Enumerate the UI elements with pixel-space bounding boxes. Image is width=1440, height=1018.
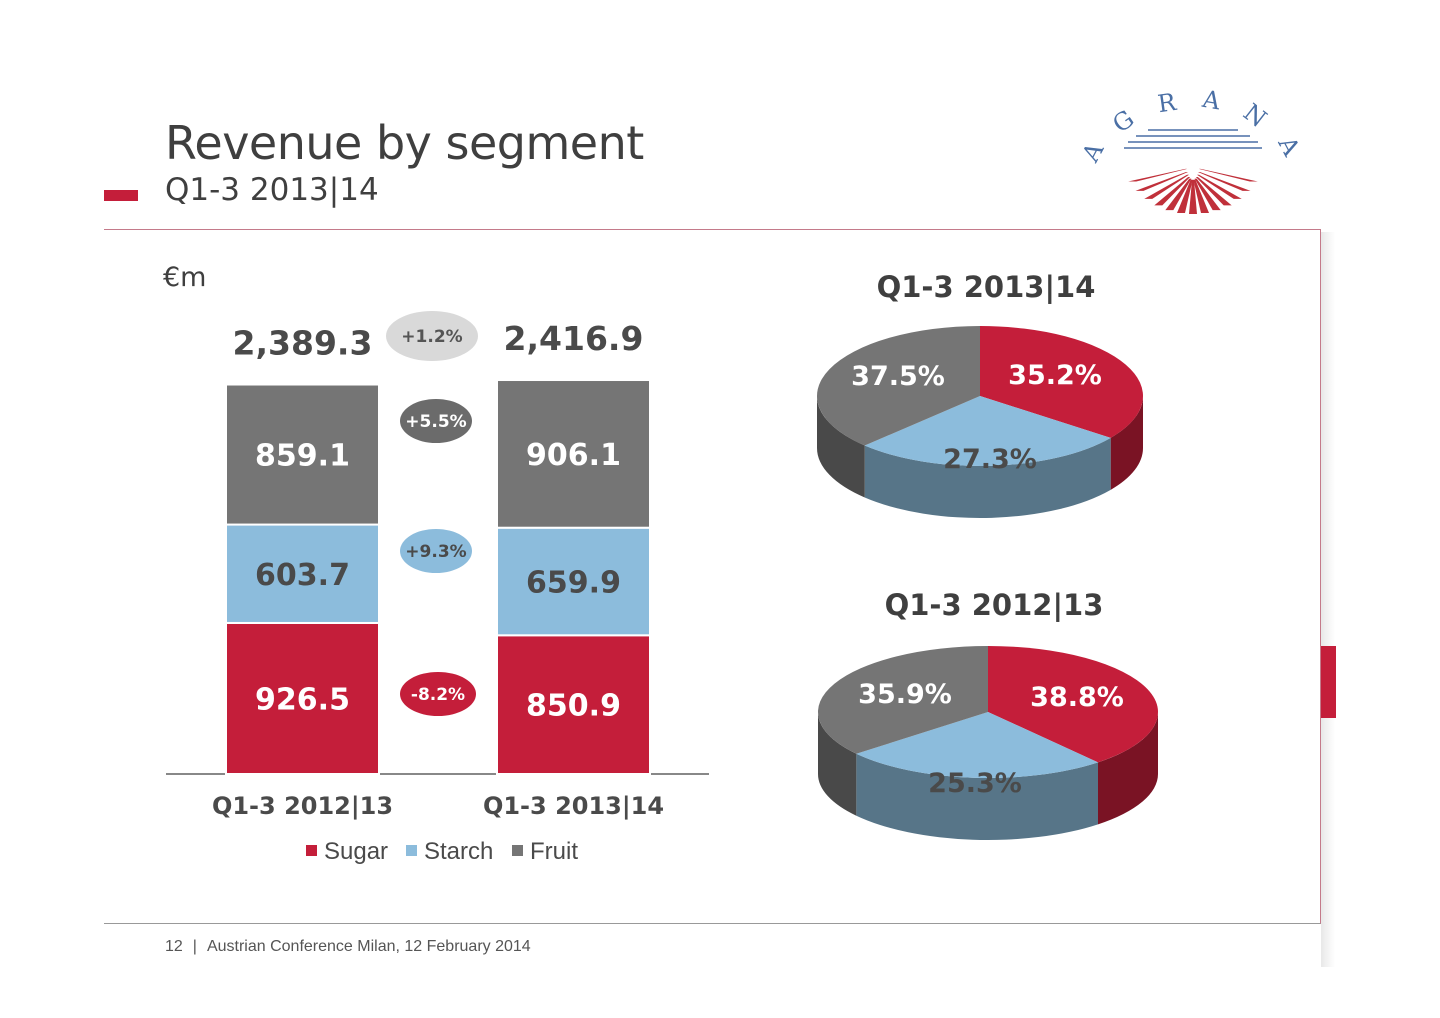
logo-ray [1128,168,1188,182]
logo-blue-lines [1124,129,1262,149]
change-label: +9.3% [405,542,466,562]
logo-ray [1198,168,1258,182]
logo-ray [1154,177,1191,206]
pie-title: Q1-3 2012|13 [885,588,1104,622]
pie-side-sugar [1110,396,1143,490]
legend-swatch-starch [406,845,417,856]
pie-label: 35.2% [1008,360,1102,391]
frame-shadow [1321,232,1335,967]
logo-ray [1196,174,1242,199]
legend-label: Sugar [324,838,388,865]
change-label: +5.5% [405,412,466,432]
pie-slice-starch [856,712,1098,778]
category-label: Q1-3 2012|13 [212,792,393,820]
side-accent-mark [1321,646,1336,718]
title-accent-bar [104,190,138,201]
logo-ray [1194,178,1221,211]
content-frame [104,229,1321,924]
legend-swatch-fruit [512,845,523,856]
logo-ray [1197,172,1251,191]
logo-letter: A [1199,85,1223,116]
logo-letter: R [1156,88,1179,118]
bar-label: 659.9 [526,566,621,601]
category-label: Q1-3 2013|14 [483,792,664,820]
page-title: Revenue by segment [165,116,644,170]
pie-slice-sugar [988,646,1158,763]
change-bubble-sugar [400,672,476,716]
bar-total: 2,389.3 [233,324,373,363]
pie-side-fruit [818,712,857,816]
footer-text: Austrian Conference Milan, 12 February 2… [206,938,531,955]
page-subtitle: Q1-3 2013|14 [165,172,379,208]
pie-side-fruit [817,396,865,498]
logo-ray [1165,178,1192,211]
bar-sugar-1 [496,634,651,775]
unit-label: €m [163,262,206,293]
pie-side-sugar [1097,712,1158,825]
bar-starch-1 [496,526,651,637]
bar-total: 2,416.9 [504,319,644,358]
logo-ray [1195,177,1232,206]
bar-fruit-1 [496,379,651,529]
pie-slice-fruit [818,646,988,754]
bar-starch-0 [225,523,380,624]
change-label: -8.2% [411,685,465,705]
legend-label: Starch [424,838,493,865]
pie-label: 37.5% [851,361,945,392]
bar-fruit-0 [225,383,380,526]
bar-label: 926.5 [255,682,350,717]
logo-ray [1144,174,1190,199]
bar-label: 603.7 [255,558,350,593]
legend-label: Fruit [530,838,578,865]
pie-label: 35.9% [858,679,952,710]
change-bubble-fruit [400,399,472,443]
logo-ray [1176,179,1193,214]
pie-slice-sugar [980,326,1143,438]
agrana-logo: AGR A NA [1078,85,1306,214]
change-label: +1.2% [401,327,462,347]
logo-ray [1189,180,1197,214]
bar-sugar-0 [225,621,380,775]
logo-ray [1135,172,1189,191]
pie-side-starch [856,753,1098,841]
bar-label: 906.1 [526,438,621,473]
pie-slice-starch [864,396,1111,467]
logo-ray [1193,179,1210,214]
change-bubble-starch [400,529,472,573]
bar-label: 850.9 [526,689,621,724]
footer-separator: | [192,938,197,955]
change-bubble-total [386,311,478,361]
pie-title: Q1-3 2013|14 [877,270,1096,304]
footer: 12 | Austrian Conference Milan, 12 Februar… [165,938,531,956]
pie-side-starch [864,437,1111,518]
pie-slice-fruit [816,326,980,446]
bar-label: 859.1 [255,439,350,474]
legend-swatch-sugar [306,845,317,856]
logo-red-rays [1128,168,1258,214]
pie-label: 38.8% [1030,682,1124,713]
pie-label: 27.3% [943,444,1037,475]
pie-label: 25.3% [928,768,1022,799]
page-number: 12 [165,938,183,955]
